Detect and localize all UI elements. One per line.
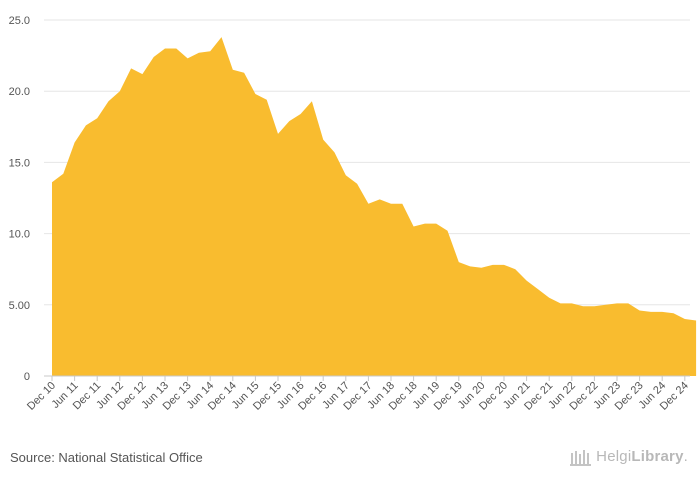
brand-suffix: . (683, 448, 688, 465)
x-tick-label: Dec 10 (25, 380, 58, 413)
y-tick-label: 5.00 (9, 300, 30, 312)
y-tick-label: 25.0 (9, 15, 30, 27)
y-tick-label: 15.0 (9, 157, 30, 169)
source-note: Source: National Statistical Office (10, 450, 203, 465)
brand-regular: Helgi (596, 448, 632, 465)
brand-logo[interactable]: HelgiLibrary. (570, 448, 688, 467)
y-axis: 0 5.00 10.0 15.0 20.0 25.0 (9, 15, 30, 383)
library-icon (570, 450, 592, 467)
area-fill (52, 37, 697, 376)
y-tick-label: 20.0 (9, 86, 30, 98)
y-tick-label: 0 (24, 371, 30, 383)
chart-footer: Source: National Statistical Office Helg… (0, 440, 700, 483)
area-series (52, 37, 697, 376)
y-tick-label: 10.0 (9, 229, 30, 241)
brand-bold: Library (631, 448, 684, 465)
